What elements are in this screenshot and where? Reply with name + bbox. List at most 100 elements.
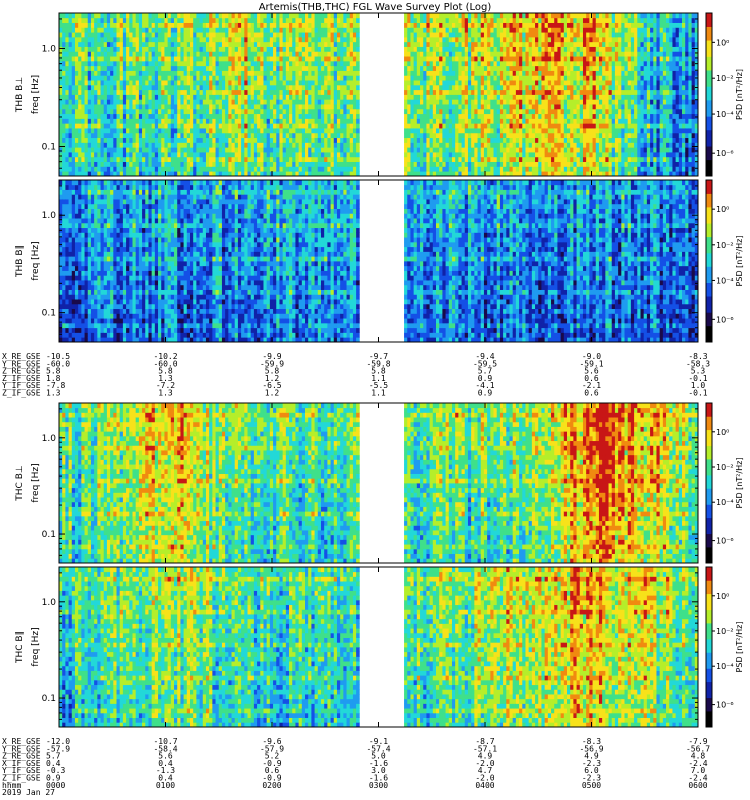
colorbar-tick-label: 10⁻⁶	[716, 315, 734, 324]
spectrogram-cells	[59, 180, 699, 343]
ephemeris-value: 4.9	[478, 752, 493, 761]
ephemeris-value: -59.5	[473, 359, 497, 368]
colorbar-tick-label: 10⁰	[716, 428, 729, 437]
figure-title: Artemis(THB,THC) FGL Wave Survey Plot (L…	[259, 2, 492, 13]
y-tick-label: 0.1	[42, 142, 56, 152]
colorbar-label: PSD [nT²/Hz]	[735, 458, 744, 509]
ephemeris-value: -0.9	[262, 774, 281, 783]
ephemeris-bottom: X_RE_GSE -12.0 -10.7 -9.6 -9.1 -8.7 -8.3 -7.9 Y_…	[2, 737, 710, 797]
ephemeris-row-label: Z_IF_GSE	[2, 374, 41, 383]
y-tick-label: 1.0	[42, 598, 57, 608]
colorbar-tick-label: 10⁻²	[716, 463, 734, 472]
ephemeris-value: -60.0	[46, 359, 70, 368]
ephemeris-value: 1.2	[265, 389, 280, 398]
ephemeris-value: -59.9	[260, 359, 284, 368]
ephemeris-value: 5.6	[158, 752, 173, 761]
ephemeris-row-label: Y_RE_GSE	[2, 744, 41, 753]
ephemeris-value: 0.6	[584, 374, 599, 383]
ephemeris-value: 5.8	[46, 367, 61, 376]
ephemeris-row-label: Y_IF_GSE	[2, 381, 41, 390]
ephemeris-value: -9.9	[262, 352, 281, 361]
ephemeris-value: 0.4	[46, 759, 61, 768]
ephemeris-value: -57.4	[366, 744, 390, 753]
colorbar-tick-label: 10⁰	[716, 205, 729, 214]
ephemeris-value: 5.7	[478, 367, 493, 376]
ephemeris-value: 1.3	[158, 389, 173, 398]
ephemeris-value: -4.1	[475, 381, 494, 390]
colorbar-label: PSD [nT²/Hz]	[735, 622, 744, 673]
ephemeris-row-label: hhmm	[2, 781, 21, 790]
y-axis-label: freq [Hz]	[31, 241, 41, 280]
ephemeris-row-label: Z_RE_GSE	[2, 752, 41, 761]
ephemeris-value: -0.1	[688, 389, 707, 398]
spectrogram-panel-2: 1.0 0.1 THB B∥ freq [Hz] 10⁰ 10⁻² 10⁻⁴ 10⁻⁶ PSD …	[15, 179, 744, 343]
ephemeris-value: -58.4	[153, 744, 177, 753]
y-tick-label: 1.0	[42, 44, 57, 54]
colorbar-frame	[705, 402, 713, 564]
ephemeris-value: 0.9	[478, 374, 493, 383]
ephemeris-value: 1.8	[46, 374, 61, 383]
colorbar-tick-label: 10⁻⁶	[716, 701, 734, 710]
ephemeris-value: -60.0	[153, 359, 177, 368]
spectrogram-cells	[59, 13, 699, 177]
colorbar-frame	[705, 12, 713, 177]
ephemeris-value: 0.9	[478, 389, 493, 398]
y-tick-label: 1.0	[42, 434, 57, 444]
ephemeris-value: -10.2	[153, 352, 177, 361]
colorbar: 10⁰ 10⁻² 10⁻⁴ 10⁻⁶ PSD [nT²/Hz]	[705, 402, 744, 564]
colorbar: 10⁰ 10⁻² 10⁻⁴ 10⁻⁶ PSD [nT²/Hz]	[705, 12, 744, 177]
ephemeris-value: 1.1	[371, 389, 386, 398]
ephemeris-value: -57.9	[46, 744, 70, 753]
ephemeris-row-label: X_RE_GSE	[2, 737, 41, 746]
ephemeris-value: 1.1	[371, 374, 386, 383]
ephemeris-value: 7.0	[691, 766, 706, 775]
ephemeris-value: 4.8	[691, 752, 706, 761]
ephemeris-value: -8.3	[688, 352, 707, 361]
colorbar: 10⁰ 10⁻² 10⁻⁴ 10⁻⁶ PSD [nT²/Hz]	[705, 179, 744, 343]
spectrogram-cells	[59, 403, 699, 564]
ephemeris-row-label: Z_IF_GSE	[2, 389, 41, 398]
y-axis-label: freq [Hz]	[31, 75, 41, 114]
ephemeris-value: -0.9	[262, 759, 281, 768]
ephemeris-value: 4.9	[584, 752, 599, 761]
ephemeris-value: 1.0	[691, 381, 706, 390]
ephemeris-value: 0600	[688, 781, 707, 790]
panels-layer: 1.0 0.1 THB B⊥ freq [Hz] 10⁰ 10⁻² 10⁻⁴ 10⁻⁶ PSD …	[15, 12, 744, 728]
ephemeris-value: 0200	[262, 781, 281, 790]
panel-label: THC B∥	[15, 631, 25, 664]
colorbar-tick-label: 10⁻⁴	[716, 662, 734, 671]
ephemeris-value: -9.6	[262, 737, 281, 746]
ephemeris-date: 2019 Jan 27	[2, 788, 55, 797]
ephemeris-value: -56.9	[579, 744, 603, 753]
ephemeris-value: -7.9	[688, 737, 707, 746]
ephemeris-value: 0400	[475, 781, 494, 790]
y-tick-label: 1.0	[42, 211, 57, 221]
colorbar-tick-label: 10⁻²	[716, 241, 734, 250]
ephemeris-value: -59.1	[579, 359, 603, 368]
ephemeris-row-label: Y_RE_GSE	[2, 359, 41, 368]
spectrogram-panel-4: 1.0 0.1 THC B∥ freq [Hz] 10⁰ 10⁻² 10⁻⁴ 10⁻⁶ PSD …	[15, 566, 744, 728]
colorbar-label: PSD [nT²/Hz]	[735, 69, 744, 120]
spectrogram-cells	[59, 567, 699, 728]
colorbar-frame	[705, 566, 713, 728]
ephemeris-value: -0.3	[46, 766, 65, 775]
ephemeris-row-label: X_RE_GSE	[2, 352, 41, 361]
ephemeris-value: -1.6	[369, 759, 388, 768]
panel-label: THB B⊥	[15, 77, 25, 113]
ephemeris-value: 5.3	[691, 367, 706, 376]
colorbar-label: PSD [nT²/Hz]	[735, 236, 744, 287]
colorbar-tick-label: 10⁻⁴	[716, 276, 734, 285]
ephemeris-value: 5.7	[46, 752, 61, 761]
ephemeris-value: 5.0	[371, 752, 386, 761]
ephemeris-value: -0.1	[688, 374, 707, 383]
ephemeris-row-label: X_IF_GSE	[2, 759, 41, 768]
ephemeris-value: 1.2	[265, 374, 280, 383]
ephemeris-value: 0.6	[584, 389, 599, 398]
ephemeris-value: -59.8	[366, 359, 390, 368]
ephemeris-value: -2.3	[582, 759, 601, 768]
colorbar-tick-label: 10⁻²	[716, 627, 734, 636]
y-axis-label: freq [Hz]	[31, 463, 41, 502]
ephemeris-value: -2.3	[582, 774, 601, 783]
colorbar-tick-label: 10⁰	[716, 38, 729, 47]
